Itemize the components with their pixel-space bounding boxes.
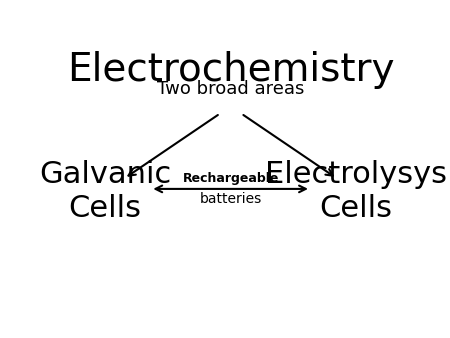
Text: Two broad areas: Two broad areas [157, 80, 304, 98]
Text: Electrochemistry: Electrochemistry [67, 51, 394, 89]
Text: Electrolysys
Cells: Electrolysys Cells [265, 160, 447, 223]
Text: Galvanic
Cells: Galvanic Cells [39, 160, 171, 223]
Text: Rechargeable: Rechargeable [182, 172, 279, 185]
Text: batteries: batteries [199, 192, 262, 206]
